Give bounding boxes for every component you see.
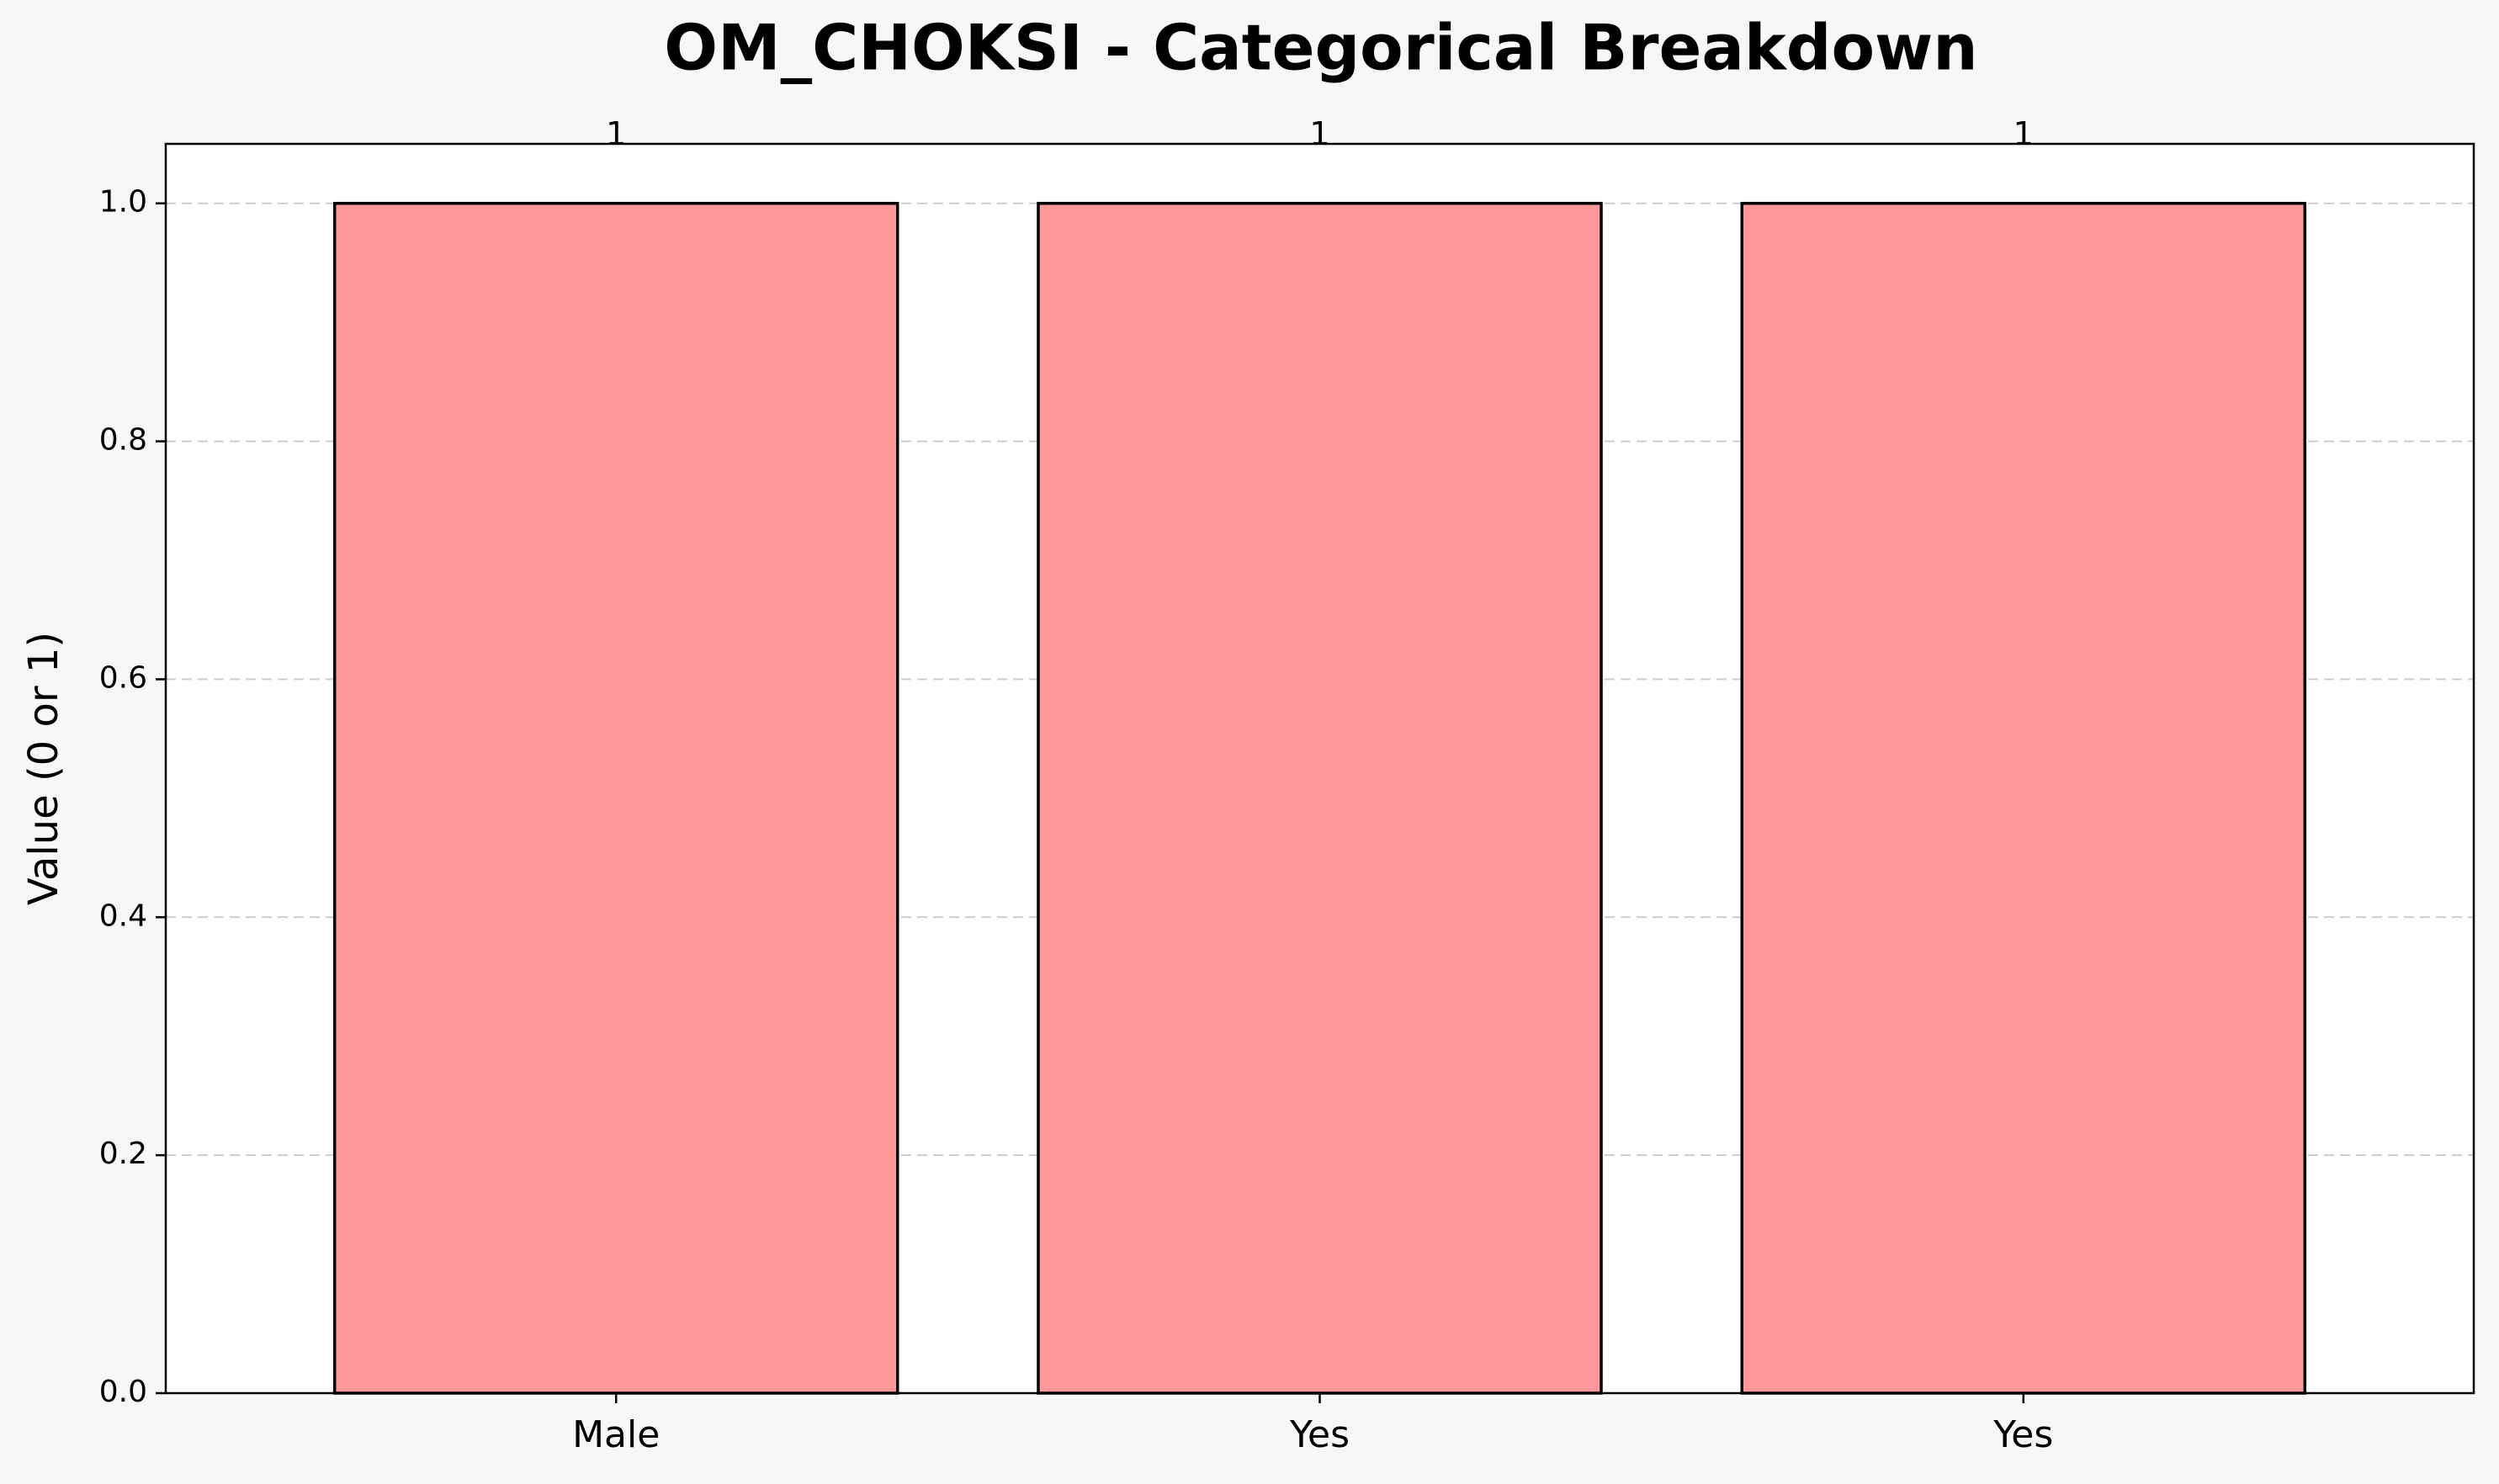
data-labels: 1 1 1: [606, 115, 2034, 152]
data-label-1: 1: [1309, 115, 1329, 152]
bar-0: [332, 201, 899, 1395]
data-label-2: 1: [2014, 115, 2034, 152]
y-axis-label: Value (0 or 1): [20, 632, 67, 905]
bar-2: [1740, 201, 2307, 1395]
y-tick-label-1: 0.2: [99, 1137, 147, 1171]
y-axis: 0.0 0.2 0.4 0.6 0.8 1.0: [99, 185, 166, 1409]
data-label-0: 1: [606, 115, 626, 152]
x-tick-label-1: Yes: [1289, 1413, 1350, 1456]
bars: [332, 201, 2307, 1395]
y-tick-label-0: 0.0: [99, 1375, 147, 1409]
x-axis: Male Yes Yes: [572, 1393, 2053, 1456]
y-tick-label-2: 0.4: [99, 898, 147, 933]
y-tick-label-3: 0.6: [99, 660, 147, 695]
bar-1: [1037, 201, 1603, 1395]
y-tick-label-5: 1.0: [99, 185, 147, 220]
chart-title: OM_CHOKSI - Categorical Breakdown: [664, 11, 1977, 85]
y-tick-label-4: 0.8: [99, 423, 147, 458]
x-tick-label-2: Yes: [1992, 1413, 2053, 1456]
x-tick-label-0: Male: [572, 1413, 660, 1456]
